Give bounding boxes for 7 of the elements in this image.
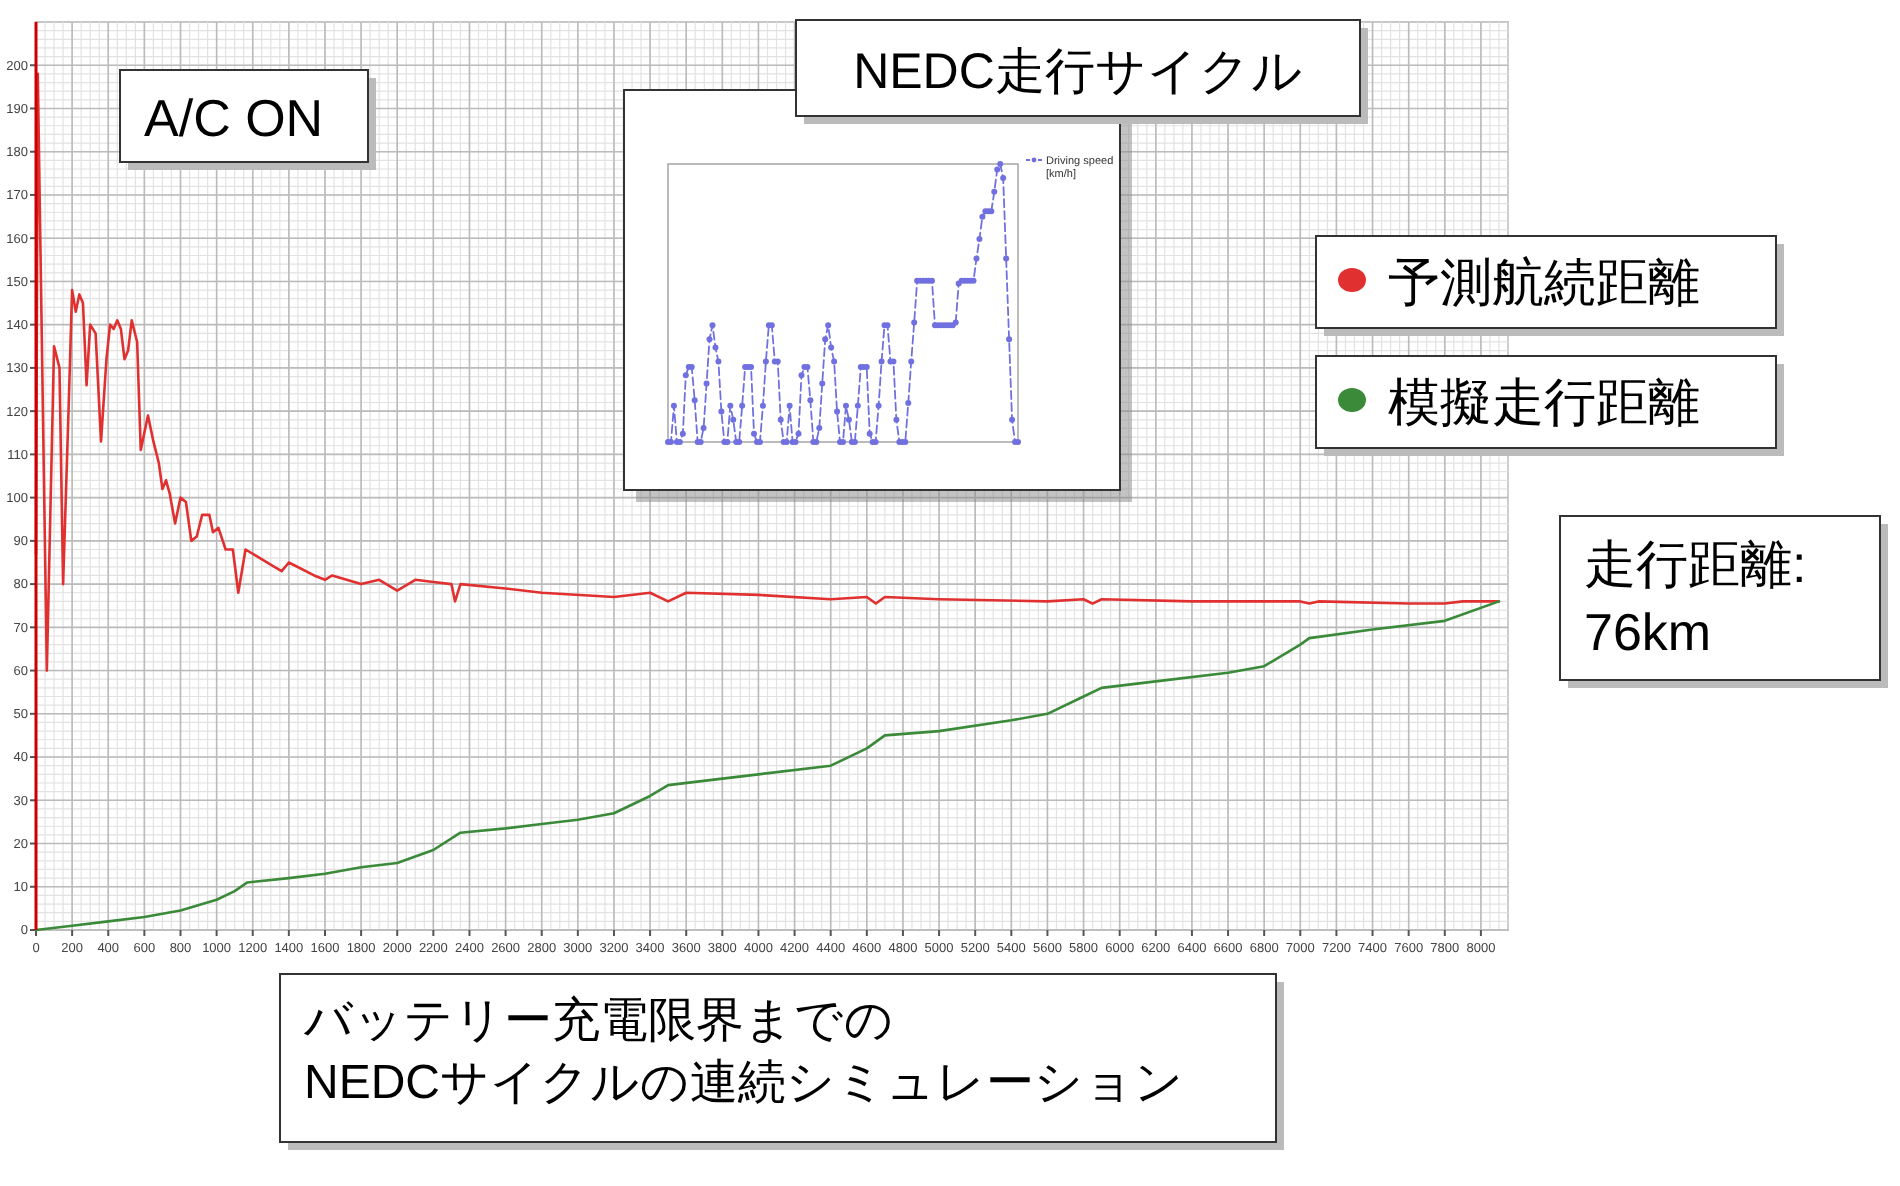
legend-label: 予測航続距離 (1388, 252, 1700, 312)
chart-title: NEDC走行サイクル (853, 44, 1303, 100)
text: 走行距離: 76km (1584, 534, 1807, 662)
line-series (34, 600, 1501, 932)
text: バッテリー充電限界までの NEDCサイクルの連続シミュレーション (302, 994, 1185, 1111)
legend-label: 模擬走行距離 (1388, 372, 1700, 432)
annotation: A/C ON (144, 88, 324, 148)
